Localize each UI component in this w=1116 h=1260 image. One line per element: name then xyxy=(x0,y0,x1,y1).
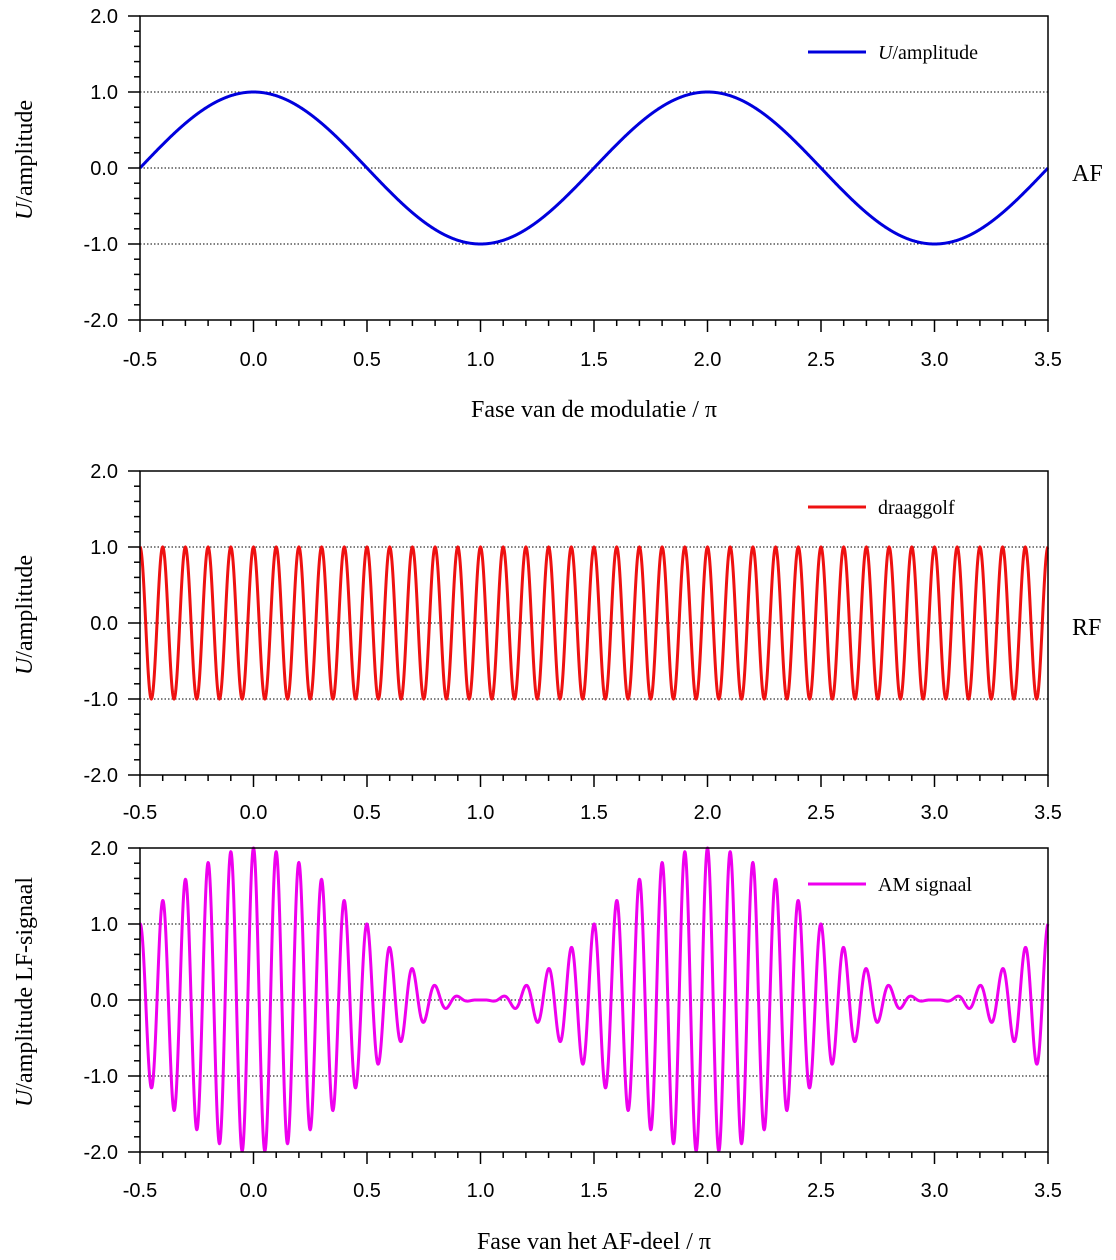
series-line xyxy=(138,846,1050,1153)
y-tick-label: 0.0 xyxy=(90,613,118,635)
y-tick-label: 1.0 xyxy=(90,82,118,104)
x-tick-label: -0.5 xyxy=(123,349,157,371)
x-tick-label: -0.5 xyxy=(123,1180,157,1202)
x-tick-label: 3.5 xyxy=(1034,349,1062,371)
series-line xyxy=(138,90,1050,246)
legend-label: AM signaal xyxy=(878,874,972,896)
x-tick-label: -0.5 xyxy=(123,802,157,824)
y-tick-label: 0.0 xyxy=(90,158,118,180)
x-tick-label: 2.5 xyxy=(807,802,835,824)
x-tick-label: 3.0 xyxy=(921,802,949,824)
series-line xyxy=(138,545,1050,701)
x-axis-title: Fase van de modulatie / π xyxy=(471,397,717,423)
y-axis-title: U/amplitude xyxy=(12,100,38,220)
plot-frame xyxy=(139,470,1049,776)
panel-am: -0.5 0.0 0.5 1.0 1.5 2.0 2.5 3.0 3.5 2.0 1.0 0.0 -1.… xyxy=(12,838,1062,1255)
x-tick-label: 1.5 xyxy=(580,349,608,371)
panel-rf: -0.5 0.0 0.5 1.0 1.5 2.0 2.5 3.0 3.5 2.0 1.0 0.0 -1.… xyxy=(12,461,1101,824)
x-tick-label: 0.5 xyxy=(353,802,381,824)
y-tick-label: 2.0 xyxy=(90,461,118,483)
x-tick-label: 0.0 xyxy=(240,1180,268,1202)
x-tick-label: 2.5 xyxy=(807,1180,835,1202)
y-tick-label: -1.0 xyxy=(84,1066,118,1088)
y-axis-title: U/amplitude LF-signaal xyxy=(12,877,38,1107)
x-tick-label: 3.5 xyxy=(1034,802,1062,824)
y-tick-label: 1.0 xyxy=(90,914,118,936)
x-tick-label: 3.5 xyxy=(1034,1180,1062,1202)
x-tick-label: 2.0 xyxy=(694,349,722,371)
x-tick-label: 2.5 xyxy=(807,349,835,371)
x-axis-title: Fase van het AF-deel / π xyxy=(477,1229,711,1255)
y-tick-label: -2.0 xyxy=(84,1142,118,1164)
y-tick-label: -2.0 xyxy=(84,765,118,787)
x-tick-label: 1.0 xyxy=(467,802,495,824)
x-tick-label: 3.0 xyxy=(921,349,949,371)
x-tick-label: 0.0 xyxy=(240,349,268,371)
legend-label: draaggolf xyxy=(878,497,955,519)
x-tick-label: 1.5 xyxy=(580,1180,608,1202)
x-tick-label: 0.0 xyxy=(240,802,268,824)
x-tick-label: 2.0 xyxy=(694,802,722,824)
y-axis-title: U/amplitude xyxy=(12,555,38,675)
x-tick-label: 1.0 xyxy=(467,349,495,371)
y-tick-label: 1.0 xyxy=(90,537,118,559)
panel-af: -0.5 0.0 0.5 1.0 1.5 2.0 2.5 3.0 3.5 2.0 1.0 0.0 -1.… xyxy=(12,6,1103,423)
y-tick-label: 2.0 xyxy=(90,838,118,860)
x-tick-label: 3.0 xyxy=(921,1180,949,1202)
y-tick-label: -1.0 xyxy=(84,234,118,256)
side-label-af: AF xyxy=(1072,161,1103,187)
side-label-rf: RF xyxy=(1072,615,1101,641)
legend-label: U/amplitude xyxy=(878,42,978,64)
plot-frame xyxy=(139,15,1049,321)
y-tick-label: 2.0 xyxy=(90,6,118,28)
x-tick-label: 0.5 xyxy=(353,1180,381,1202)
x-tick-label: 1.5 xyxy=(580,802,608,824)
y-tick-label: -1.0 xyxy=(84,689,118,711)
x-tick-label: 2.0 xyxy=(694,1180,722,1202)
x-tick-label: 0.5 xyxy=(353,349,381,371)
y-tick-label: -2.0 xyxy=(84,310,118,332)
y-tick-label: 0.0 xyxy=(90,990,118,1012)
x-tick-label: 1.0 xyxy=(467,1180,495,1202)
plot-frame xyxy=(139,847,1049,1153)
